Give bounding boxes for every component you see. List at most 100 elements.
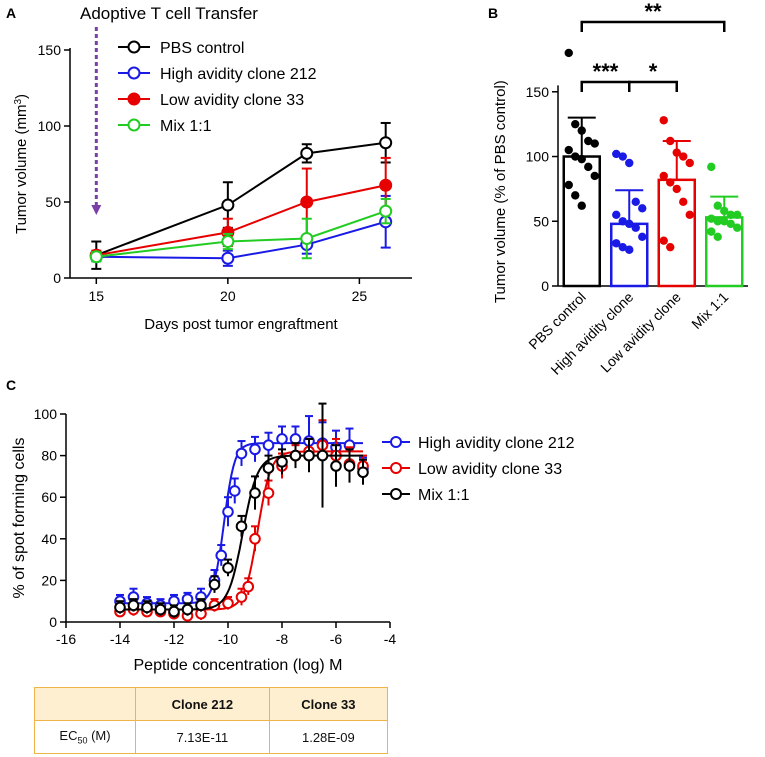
c-point-mix-1-1	[141, 601, 153, 614]
c-point-mix-1-1	[357, 466, 369, 479]
b-data-point	[571, 119, 580, 129]
ec50-table-value-row: EC50 (M) 7.13E-11 1.28E-09	[34, 720, 389, 754]
c-point-mix-1-1	[208, 578, 221, 591]
a-line-low-avidity-clone-33	[96, 184, 386, 257]
ec50-value-clone-33: 1.28E-09	[268, 720, 389, 754]
b-x-tick-label-mix-1-1: Mix 1:1	[688, 289, 731, 332]
b-y-tick-label: 100	[526, 149, 550, 165]
b-bar-low-avidity-clone	[657, 178, 696, 288]
b-data-point	[571, 152, 580, 161]
ec50-table-header-row: Clone 212 Clone 33	[34, 687, 389, 721]
b-data-point	[679, 152, 688, 161]
b-data-point	[672, 184, 681, 194]
b-data-point	[707, 162, 716, 172]
a-line-mix-1-1	[96, 210, 387, 258]
a-legend-marker	[127, 92, 141, 106]
b-significance-1-2: *	[628, 59, 678, 92]
a-point-pbs-control	[221, 198, 235, 212]
b-significance-bracket	[580, 20, 726, 32]
b-y-tick-label: 50	[533, 213, 549, 229]
a-x-tick-label: 25	[352, 288, 368, 304]
b-data-point	[625, 158, 634, 168]
a-point-pbs-control	[300, 146, 314, 160]
c-point-mix-1-1	[114, 601, 126, 614]
a-legend-marker	[127, 40, 141, 54]
c-point-high-avidity-clone-212	[262, 439, 275, 452]
a-annotation-adoptive-transfer: Adoptive T cell Transfer	[80, 4, 258, 23]
a-point-mix-1-1	[300, 231, 314, 245]
c-legend-marker	[390, 488, 402, 500]
panel-c-dose-response-chart: 0 20 40 60 80 100 -16 -14 -12 -10 -8 -6 -4 Peptide co…	[11, 402, 575, 674]
c-y-tick-label: 40	[41, 531, 57, 547]
c-y-tick-label: 20	[41, 572, 57, 588]
c-x-tick-label: -16	[56, 631, 76, 647]
c-point-mix-1-1	[168, 605, 180, 618]
c-x-tick-label: -4	[384, 631, 397, 647]
b-data-point	[590, 139, 599, 148]
c-point-mix-1-1	[181, 603, 194, 616]
b-x-tick-label-low-avidity-clone: Low avidity clone	[597, 289, 684, 376]
b-data-point	[720, 206, 729, 216]
b-data-point	[713, 201, 722, 210]
b-data-point	[720, 217, 729, 226]
a-y-tick-label: 100	[38, 118, 62, 134]
a-x-tick-label: 20	[220, 288, 236, 304]
a-y-axis-title-main: Tumor volume (mm	[13, 105, 30, 234]
a-legend-label: High avidity clone 212	[160, 66, 317, 83]
b-data-point	[618, 217, 627, 226]
b-significance-0-1: ***	[580, 59, 631, 92]
c-point-mix-1-1	[276, 456, 288, 468]
c-legend-marker	[390, 462, 402, 474]
b-data-point	[707, 214, 716, 223]
c-y-axis-title: % of spot forming cells	[11, 438, 28, 599]
c-x-tick-label: -8	[276, 631, 289, 647]
c-point-mix-1-1	[127, 599, 140, 612]
c-point-high-avidity-clone-212	[222, 505, 234, 518]
b-data-point	[666, 178, 675, 187]
c-y-tick-label: 100	[34, 406, 58, 422]
b-data-point	[733, 210, 742, 219]
a-point-mix-1-1	[379, 204, 393, 218]
b-data-point	[584, 162, 593, 172]
c-legend-item-low-avidity-clone-33: Low avidity clone 33	[382, 461, 562, 478]
b-data-point	[713, 232, 722, 241]
a-legend-marker	[127, 66, 141, 80]
ec50-row-label-sub: 50	[77, 735, 88, 746]
a-y-axis-title-sup: 3	[13, 99, 24, 105]
c-point-low-avidity-clone-33	[242, 580, 255, 593]
b-group-low-avidity-clone	[657, 116, 696, 288]
b-data-point	[631, 197, 640, 207]
b-data-point	[590, 171, 599, 181]
b-data-point	[577, 201, 586, 210]
c-point-mix-1-1	[316, 449, 329, 462]
b-data-point	[618, 152, 627, 161]
panel-a-line-chart: 0 50 100 150 15 20 25 Days post tumor engraftme…	[13, 4, 412, 333]
panel-b-bar-chart: 0 50 100 150 Tumor volume (% of PBS control)…	[492, 0, 748, 378]
ec50-row-label-end: (M)	[87, 728, 111, 744]
b-data-point	[659, 116, 668, 125]
c-point-low-avidity-clone-33	[235, 591, 248, 603]
ec50-table: Clone 212 Clone 33 EC50 (M) 7.13E-11 1.2…	[34, 687, 389, 754]
b-significance-stars: **	[644, 0, 662, 24]
c-point-high-avidity-clone-212	[228, 485, 241, 497]
a-legend-item-mix-1-1: Mix 1:1	[118, 118, 212, 135]
panel-a-label: A	[6, 5, 16, 21]
a-line-pbs-control	[95, 141, 386, 257]
c-x-tick-label: -10	[218, 631, 238, 647]
b-significance-0-3: **	[580, 0, 726, 32]
a-legend-marker	[127, 118, 141, 132]
c-legend-item-high-avidity-clone-212: High avidity clone 212	[382, 435, 575, 452]
c-x-tick-label: -14	[110, 631, 130, 647]
b-data-point	[612, 210, 621, 219]
b-data-point	[713, 217, 722, 226]
b-group-pbs-control	[562, 48, 601, 288]
a-point-mix-1-1	[89, 250, 103, 264]
c-x-tick-label: -6	[330, 631, 343, 647]
b-data-point	[726, 219, 735, 229]
c-point-low-avidity-clone-33	[249, 533, 261, 545]
a-point-mix-1-1	[221, 235, 235, 249]
c-point-low-avidity-clone-33	[262, 487, 275, 499]
c-point-mix-1-1	[195, 599, 207, 612]
a-series-high-avidity-clone-212	[89, 194, 393, 267]
a-series-low-avidity-clone-33	[89, 156, 393, 262]
